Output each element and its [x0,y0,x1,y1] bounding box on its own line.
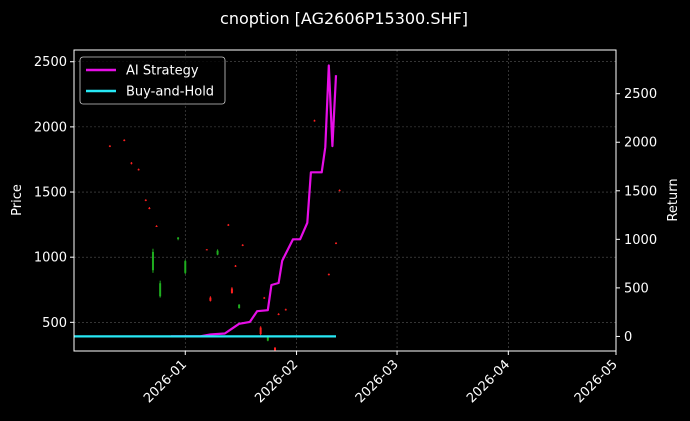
legend-label: AI Strategy [126,64,199,79]
right-y-tick-label: 2000 [624,136,657,151]
candle-body [155,225,158,227]
right-y-tick-label: 2500 [624,87,657,102]
candle-body [335,242,338,244]
candle-body [259,327,262,335]
candle-body [184,261,187,273]
candle-body [130,162,133,164]
candle-body [238,304,241,308]
right-y-tick-label: 500 [624,281,649,296]
candle-body [274,347,277,351]
candle-body [159,283,162,297]
candle-body [313,120,316,122]
chart-title: cnoption [AG2606P15300.SHF] [220,9,468,28]
right-y-tick-label: 1500 [624,184,657,199]
candle-body [205,249,208,251]
candle-body [263,297,266,299]
legend-box [79,56,226,105]
left-axis-label: Price [10,184,25,216]
candle-body [338,190,341,192]
candle-body [144,199,147,201]
legend-label: Buy-and-Hold [126,85,214,100]
series-lines [74,64,338,338]
candle-body [327,274,330,276]
candle-body [108,145,111,147]
candle-body [266,336,269,341]
candle-body [123,139,126,141]
right-y-tick-label: 1000 [624,233,657,248]
candle-body [148,207,151,209]
candles [108,119,341,351]
candle-body [177,237,180,239]
right-axis-label: Return [666,178,681,221]
candle-body [234,265,237,267]
candle-body [284,309,287,311]
left-y-tick-label: 2500 [34,55,67,70]
series-line-ai-strategy [170,64,338,338]
left-y-tick-label: 500 [42,316,67,331]
left-y-tick-label: 1000 [34,251,67,266]
left-y-tick-label: 1500 [34,186,67,201]
legend: AI Strategy Buy-and-Hold [79,56,226,105]
right-y-tick-label: 0 [624,330,632,345]
candle-body [277,313,280,315]
candle-body [151,251,154,271]
left-y-tick-label: 2000 [34,120,67,135]
candle-body [227,224,230,226]
plot-frame [73,49,617,352]
candle-body [230,288,233,294]
candle-body [209,297,212,301]
candle-body [216,250,219,255]
candle-body [137,169,140,171]
candle-body [241,244,244,246]
